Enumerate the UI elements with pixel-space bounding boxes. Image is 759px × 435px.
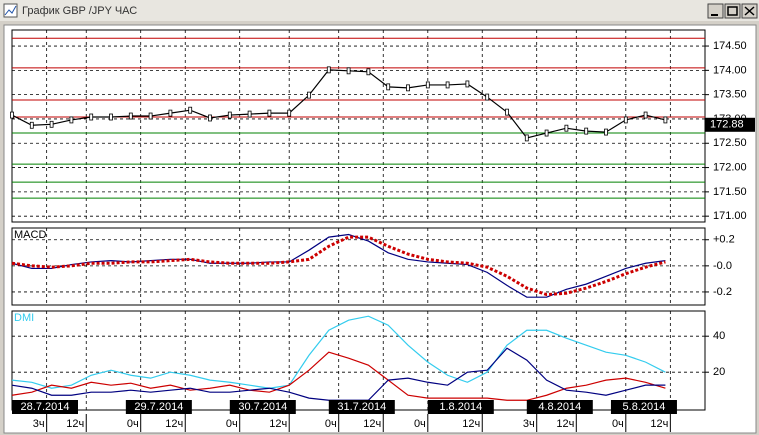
price-bar [69, 116, 74, 124]
panel-title: DMI [14, 312, 34, 324]
date-label: 4.8.2014 [538, 401, 581, 413]
price-bar [148, 112, 153, 120]
y-tick-label: 171.00 [713, 210, 747, 222]
date-box [328, 400, 395, 414]
date-label: 29.7.2014 [134, 401, 183, 413]
y-tick-label: 20 [713, 366, 725, 378]
price-bar [247, 110, 252, 118]
x-tick-label: 3ч [523, 418, 535, 430]
date-label: 1.8.2014 [439, 401, 482, 413]
price-bar [208, 114, 212, 122]
x-tick-label: 0ч [325, 418, 337, 430]
series-line [11, 235, 666, 297]
price-bar [29, 121, 34, 129]
x-tick-label: 12ч [363, 418, 381, 430]
y-tick-label: 171.50 [713, 186, 747, 198]
price-bar [227, 111, 232, 119]
price-bar [425, 81, 430, 89]
x-tick-label: 0ч [414, 418, 426, 430]
x-tick-label: 12ч [165, 418, 183, 430]
panel-frame [11, 310, 706, 411]
x-tick-label: 12ч [269, 418, 287, 430]
window-buttons[interactable] [707, 3, 758, 19]
series-line [11, 351, 666, 401]
y-tick-label: -0.2 [713, 286, 732, 298]
panel-frame [11, 29, 706, 223]
x-tick-label: 12ч [66, 418, 84, 430]
close-glyph [744, 6, 755, 16]
window-icon [3, 3, 18, 18]
price-bar [366, 68, 371, 76]
y-tick-label: 174.00 [713, 64, 747, 76]
window-title: График GBP /JPY ЧАС [22, 5, 137, 17]
price-bar [287, 109, 292, 117]
last-price-label: 172.88 [710, 119, 744, 131]
last-price-box [705, 117, 755, 132]
price-bar [643, 111, 648, 119]
price-bar [49, 120, 54, 128]
price-bar [485, 93, 490, 101]
date-box [125, 400, 192, 414]
date-box [427, 400, 494, 414]
y-tick-label: 172.00 [713, 161, 747, 173]
price-bar [465, 80, 470, 88]
price-bar [445, 81, 450, 89]
price-bar [307, 91, 311, 99]
y-tick-label: 172.50 [713, 137, 747, 149]
price-bar [663, 116, 668, 124]
y-tick-label: 173.50 [713, 89, 747, 101]
x-tick-label: 0ч [612, 418, 624, 430]
y-tick-label: 174.50 [713, 40, 747, 52]
date-box [610, 400, 677, 414]
x-tick-label: 3ч [33, 418, 45, 430]
y-tick-label: 40 [713, 330, 725, 342]
date-box [526, 400, 593, 414]
series-line [11, 69, 666, 139]
price-bar [128, 112, 133, 120]
price-bar [564, 124, 569, 132]
date-label: 5.8.2014 [623, 401, 666, 413]
price-bar [109, 113, 113, 121]
price-bar [188, 106, 193, 114]
y-tick-label: -0.0 [713, 260, 732, 272]
date-label: 31.7.2014 [337, 401, 386, 413]
price-bar [604, 128, 608, 136]
price-bar [584, 127, 589, 135]
price-bar [168, 109, 173, 117]
x-tick-label: 12ч [556, 418, 574, 430]
panel-title: MACD [14, 229, 46, 241]
maximize-glyph [727, 6, 738, 16]
price-bar [505, 108, 509, 116]
price-bar [623, 116, 628, 124]
price-bar [326, 66, 331, 74]
price-bar [267, 109, 272, 117]
date-box [229, 400, 296, 414]
x-tick-label: 0ч [127, 418, 139, 430]
price-bar [10, 111, 14, 119]
date-label: 28.7.2014 [21, 401, 70, 413]
price-bar [524, 134, 529, 142]
title-bar [0, 0, 759, 21]
x-tick-label: 12ч [650, 418, 668, 430]
y-tick-label: +0.2 [713, 234, 735, 246]
x-tick-label: 0ч [226, 418, 238, 430]
price-bar [386, 83, 391, 91]
price-bar [406, 84, 410, 92]
date-box [12, 400, 78, 414]
x-tick-label: 12ч [462, 418, 480, 430]
series-line [11, 315, 666, 389]
price-bar [544, 129, 549, 137]
window-icon-glyph [4, 5, 17, 16]
price-bar [346, 67, 351, 75]
date-label: 30.7.2014 [238, 401, 287, 413]
price-bar [89, 113, 94, 121]
